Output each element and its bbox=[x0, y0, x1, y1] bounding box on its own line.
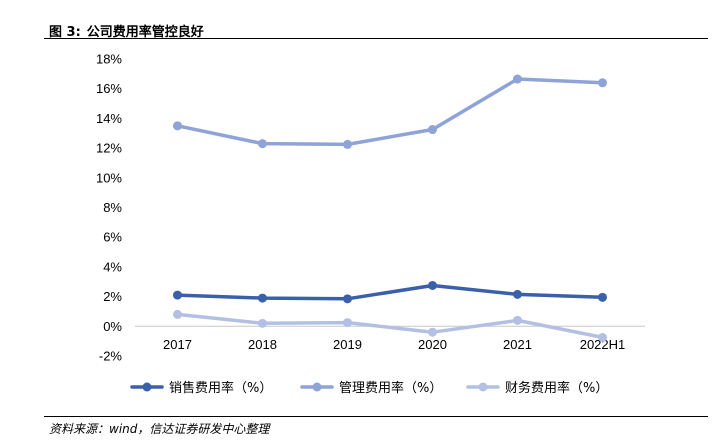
series-line-1 bbox=[175, 283, 605, 301]
data-point bbox=[258, 293, 267, 303]
y-tick-label: 12% bbox=[96, 141, 122, 156]
y-tick-label: 4% bbox=[103, 259, 122, 274]
legend-label: 管理费用率（%） bbox=[339, 380, 442, 396]
data-point bbox=[258, 318, 267, 328]
data-point bbox=[513, 315, 522, 325]
data-point bbox=[513, 74, 522, 84]
y-tick-label: 16% bbox=[96, 81, 122, 96]
series-line-3 bbox=[175, 312, 605, 340]
legend-swatch-marker bbox=[478, 382, 488, 392]
data-point bbox=[428, 280, 437, 290]
x-tick-label: 2019 bbox=[333, 337, 362, 352]
x-tick-label: 2020 bbox=[418, 337, 447, 352]
data-point bbox=[343, 294, 352, 304]
bottom-rule bbox=[44, 416, 708, 417]
y-tick-label: 10% bbox=[96, 170, 122, 185]
source-note: 资料来源：wind，信达证券研发中心整理 bbox=[49, 422, 270, 436]
data-point bbox=[598, 78, 607, 88]
x-tick-label: 2021 bbox=[503, 337, 532, 352]
data-point bbox=[173, 290, 182, 300]
legend-swatch-marker bbox=[312, 382, 322, 392]
data-point bbox=[428, 327, 437, 337]
series-line-2 bbox=[175, 77, 605, 147]
figure-title: 图 3: 公司费用率管控良好 bbox=[49, 21, 204, 40]
data-point bbox=[598, 332, 607, 342]
data-point bbox=[343, 318, 352, 328]
figure-title-text: 公司费用率管控良好 bbox=[86, 25, 204, 40]
figure-label: 图 3: bbox=[49, 25, 81, 40]
data-point bbox=[343, 139, 352, 149]
legend-swatch-marker bbox=[142, 382, 152, 392]
top-rule bbox=[44, 38, 708, 39]
y-tick-label: 2% bbox=[103, 289, 122, 304]
data-point bbox=[513, 289, 522, 299]
y-tick-label: 8% bbox=[103, 200, 122, 215]
data-point bbox=[173, 121, 182, 131]
data-point bbox=[258, 139, 267, 149]
data-point bbox=[598, 292, 607, 302]
legend-label: 财务费用率（%） bbox=[505, 380, 608, 396]
y-tick-label: -2% bbox=[99, 349, 123, 364]
data-point bbox=[428, 125, 437, 135]
x-tick-label: 2018 bbox=[248, 337, 277, 352]
legend-label: 销售费用率（%） bbox=[169, 380, 272, 396]
x-tick-label: 2017 bbox=[163, 337, 192, 352]
y-tick-label: 0% bbox=[103, 319, 122, 334]
y-tick-label: 18% bbox=[96, 52, 122, 67]
y-tick-label: 6% bbox=[103, 230, 122, 245]
data-point bbox=[173, 309, 182, 319]
x-tick-label: 2022H1 bbox=[580, 337, 626, 352]
y-tick-label: 14% bbox=[96, 111, 122, 126]
